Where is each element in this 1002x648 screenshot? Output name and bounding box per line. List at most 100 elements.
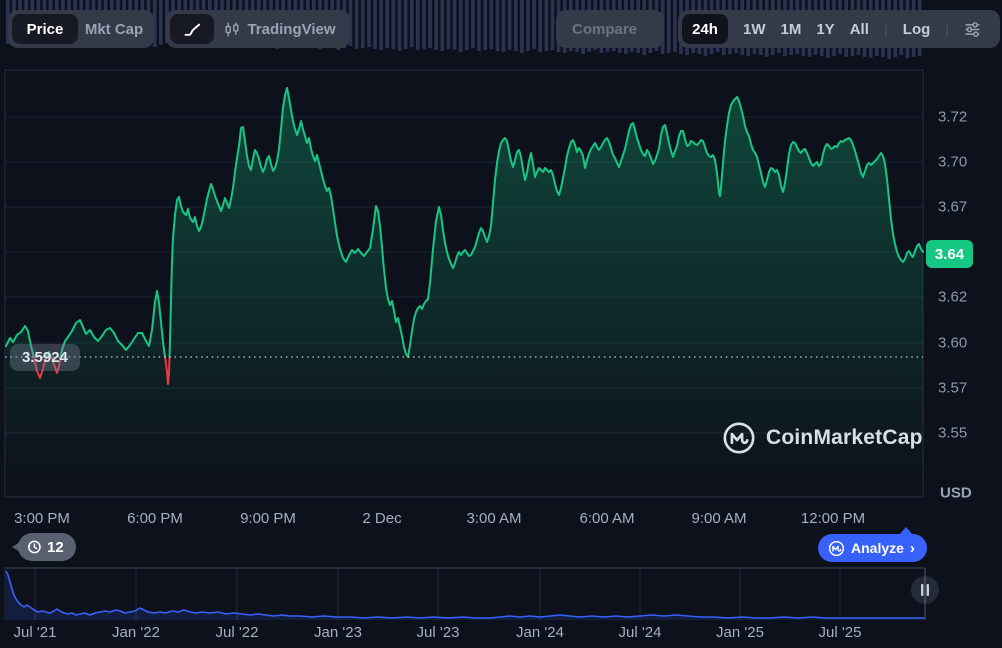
minimap-tick-label: Jan '24 [516,624,564,641]
compare-button[interactable]: Compare [556,10,664,48]
price-area-fill [6,88,923,497]
minimap-handle-grip [926,584,929,596]
volume-bar [416,0,420,50]
current-price-value: 3.64 [934,245,965,263]
minimap-tick-label: Jan '23 [314,624,362,641]
volume-bar [6,0,10,44]
volume-bar [550,0,555,50]
volume-bar [379,0,383,50]
volume-bar [159,0,163,45]
volume-bar [532,0,536,49]
range-1y-button[interactable]: 1Y [816,20,835,38]
volume-bar [520,0,524,53]
volume-bar [446,0,451,49]
price-tab[interactable]: Price [12,14,78,44]
price-tick-label: 3.57 [938,379,968,397]
volume-bar [403,0,408,49]
time-tick-label: 12:00 PM [800,510,866,527]
range-24h-label: 24h [692,20,718,38]
volume-bar [354,0,359,49]
volume-bar [483,0,487,50]
analyze-logo-icon [828,540,845,556]
range-1w-button[interactable]: 1W [743,20,766,38]
volume-bar [673,0,677,52]
time-tick-label: 6:00 AM [579,510,635,527]
minimap-tick-label: Jan '22 [112,624,160,641]
volume-bar [526,0,530,51]
current-price-badge: 3.64 [926,240,973,268]
minimap-tick-label: Jul '22 [215,624,259,641]
range-toggle-group: 24h 1W 1M 1Y All | Log | [678,10,1000,48]
time-tick-label: 2 Dec [362,510,402,527]
price-line-above-open [5,87,924,357]
simple-chart-tab[interactable] [170,14,214,44]
log-scale-button[interactable]: Log [902,20,931,38]
volume-bar [458,0,463,52]
chart-source-toggle-group: TradingView [166,10,350,48]
watermark-label: CoinMarketCap [766,426,923,449]
tradingview-label: TradingView [247,20,336,38]
volume-bar [514,0,518,51]
range-all-button[interactable]: All [849,20,869,38]
price-tick-label: 3.62 [938,288,968,306]
volume-bar [361,0,365,48]
minimap-tick-label: Jan '25 [716,624,764,641]
volume-bar [471,0,475,48]
minimap-tick-label: Jul '24 [618,624,662,641]
volume-bar [373,0,377,49]
minimap-area-fill [6,571,925,620]
volume-bar [391,0,396,49]
line-chart-icon [184,23,200,36]
time-tick-label: 3:00 PM [14,510,70,527]
minimap-line [5,570,925,619]
volume-bar [152,0,157,47]
volume-bar [367,0,371,47]
history-count-value: 12 [47,538,64,556]
analyze-button[interactable]: Analyze › [818,527,927,562]
compare-label: Compare [572,20,638,38]
candlestick-icon [225,22,239,36]
volume-bar [495,0,500,51]
volume-bar [538,0,542,52]
volume-bar [348,0,353,46]
range-1m-button[interactable]: 1M [780,20,802,38]
mktcap-tab[interactable]: Mkt Cap [78,14,150,44]
range-24h-button[interactable]: 24h [682,14,728,44]
time-tick-label: 3:00 AM [466,510,522,527]
price-tick-label: 3.72 [938,108,968,126]
volume-bar [397,0,402,51]
open-price-chip: 3.5924 [10,344,80,371]
sliders-icon[interactable] [964,21,981,38]
volume-bar [501,0,506,52]
time-tick-label: 6:00 PM [127,510,183,527]
volume-bar [440,0,445,51]
separator: | [945,20,950,38]
minimap-tick-label: Jul '25 [818,624,862,641]
tradingview-tab[interactable]: TradingView [214,14,346,44]
metric-toggle-group: Price Mkt Cap [8,10,154,48]
volume-bar [544,0,549,51]
history-count-chip[interactable]: 12 [12,533,76,561]
price-tick-label: 3.55 [938,424,968,442]
volume-bar [385,0,389,48]
volume-bar [428,0,432,48]
time-tick-label: 9:00 PM [240,510,296,527]
chevron-right-icon: › [909,539,915,557]
mktcap-tab-label: Mkt Cap [84,20,144,38]
price-tab-label: Price [26,20,64,38]
price-tick-label: 3.67 [938,198,968,216]
volume-bar [409,0,414,47]
volume-bar [489,0,494,49]
minimap-handle[interactable] [911,576,939,604]
price-tick-label: 3.70 [938,153,968,171]
volume-bar [667,0,671,53]
volume-bar [477,0,481,51]
volume-bar [452,0,457,50]
watermark: CoinMarketCap [722,421,923,455]
open-price-value: 3.5924 [22,349,68,366]
time-tick-label: 9:00 AM [691,510,747,527]
separator: | [883,20,888,38]
volume-bar [465,0,469,50]
volume-bar [507,0,512,50]
